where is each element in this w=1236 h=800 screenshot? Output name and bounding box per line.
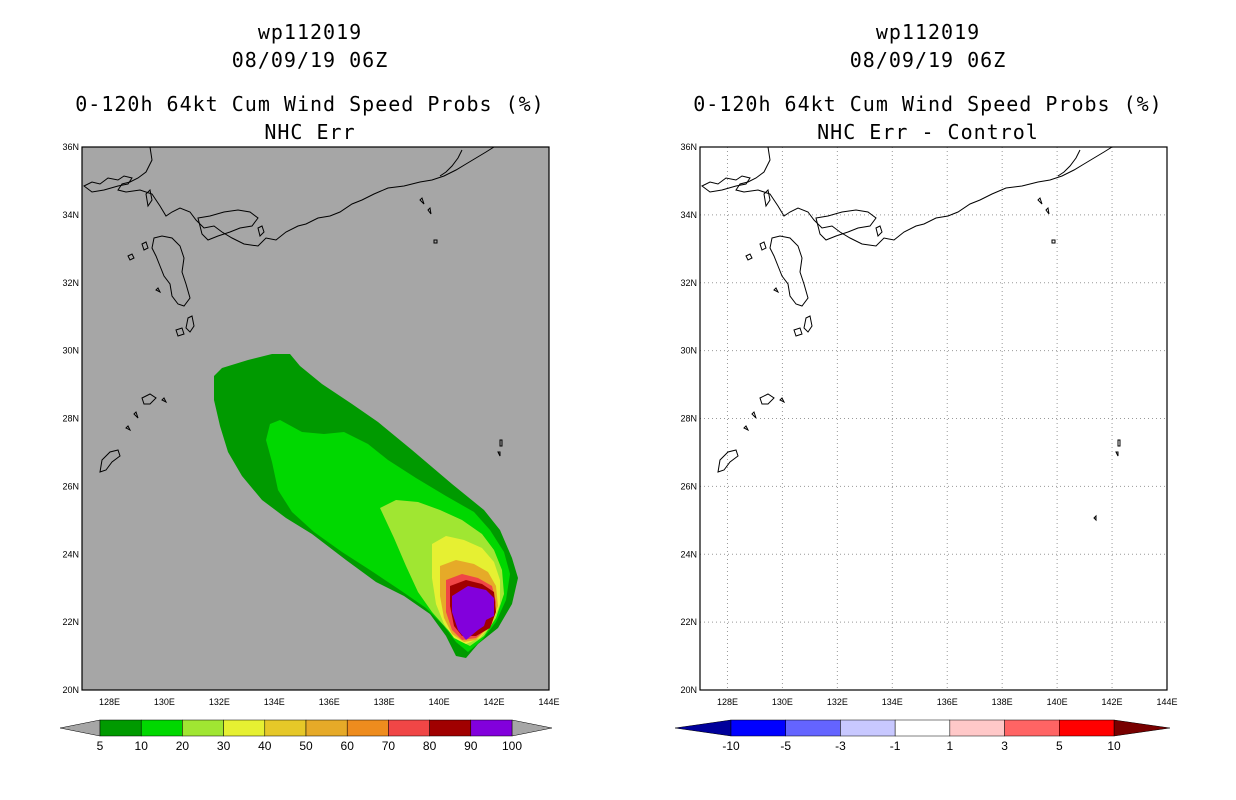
lon-label-142E: 142E bbox=[484, 697, 505, 707]
right-title-storm-id: wp112019 bbox=[875, 20, 981, 44]
colorbar-label: 90 bbox=[464, 739, 478, 753]
lat-label-24N: 24N bbox=[62, 549, 79, 559]
right-map-panel: 36N 34N 32N 30N 28N 26N 24N 22N 20N 128E 130E 132E 1… bbox=[680, 142, 1177, 707]
colorbar-swatch bbox=[429, 719, 472, 737]
colorbar-label: -5 bbox=[780, 739, 791, 753]
lon-label-132E: 132E bbox=[209, 697, 230, 707]
left-title-datetime: 08/09/19 06Z bbox=[231, 48, 389, 72]
colorbar-label: 70 bbox=[382, 739, 396, 753]
colorbar-label: -1 bbox=[890, 739, 901, 753]
colorbar-swatch bbox=[470, 719, 513, 737]
lat-label-32N: 32N bbox=[680, 278, 697, 288]
lon-label-132E: 132E bbox=[827, 697, 848, 707]
lat-label-34N: 34N bbox=[680, 210, 697, 220]
colorbar-label: 40 bbox=[258, 739, 272, 753]
colorbar-swatch bbox=[99, 719, 142, 737]
right-title-product: 0-120h 64kt Cum Wind Speed Probs (%) bbox=[693, 92, 1163, 116]
colorbar-swatch bbox=[182, 719, 224, 737]
lat-label-28N: 28N bbox=[62, 414, 79, 424]
lon-label-144E: 144E bbox=[538, 697, 559, 707]
colorbar-swatch bbox=[388, 719, 430, 737]
colorbar-label: 60 bbox=[341, 739, 355, 753]
lon-label-140E: 140E bbox=[429, 697, 450, 707]
lon-label-136E: 136E bbox=[937, 697, 958, 707]
right-gridlines bbox=[700, 147, 1167, 690]
lat-label-28N: 28N bbox=[680, 414, 697, 424]
lat-label-24N: 24N bbox=[680, 549, 697, 559]
colorbar-under-triangle bbox=[674, 719, 732, 737]
lat-label-20N: 20N bbox=[680, 685, 697, 695]
colorbar-swatch bbox=[949, 719, 1005, 737]
right-axis-labels: 36N 34N 32N 30N 28N 26N 24N 22N 20N 128E 130E 132E 1… bbox=[680, 142, 1177, 707]
lon-label-134E: 134E bbox=[264, 697, 285, 707]
lon-label-144E: 144E bbox=[1156, 697, 1177, 707]
colorbar-label: 100 bbox=[502, 739, 522, 753]
colorbar-swatch bbox=[1004, 719, 1060, 737]
probability-colorbar: 5 10 20 30 40 50 60 70 80 90 100 bbox=[59, 719, 553, 753]
lon-label-130E: 130E bbox=[772, 697, 793, 707]
left-map-panel: 36N 34N 32N 30N 28N 26N 24N 22N 20N 128E 130E 132E 1… bbox=[62, 142, 559, 707]
left-title-product: 0-120h 64kt Cum Wind Speed Probs (%) bbox=[75, 92, 545, 116]
lat-label-22N: 22N bbox=[62, 617, 79, 627]
left-map-frame bbox=[81, 146, 550, 691]
lat-label-36N: 36N bbox=[62, 142, 79, 152]
colorbar-label: -3 bbox=[835, 739, 846, 753]
colorbar-swatch bbox=[840, 719, 896, 737]
left-axis-labels: 36N 34N 32N 30N 28N 26N 24N 22N 20N 128E 130E 132E 1… bbox=[62, 142, 559, 707]
left-title-subtitle: NHC Err bbox=[264, 120, 356, 144]
colorbar-over-triangle bbox=[511, 719, 553, 737]
colorbar-label: 10 bbox=[1107, 739, 1121, 753]
colorbar-swatch bbox=[1059, 719, 1115, 737]
lat-label-26N: 26N bbox=[680, 481, 697, 491]
lon-label-142E: 142E bbox=[1102, 697, 1123, 707]
colorbar-label: 5 bbox=[1056, 739, 1063, 753]
left-title-storm-id: wp112019 bbox=[257, 20, 363, 44]
colorbar-over-triangle bbox=[1113, 719, 1171, 737]
lat-label-32N: 32N bbox=[62, 278, 79, 288]
prob-contour-fill bbox=[214, 354, 518, 658]
colorbar-swatch bbox=[785, 719, 841, 737]
right-map-frame bbox=[699, 146, 1168, 691]
colorbar-swatch bbox=[305, 719, 348, 737]
lon-label-128E: 128E bbox=[99, 697, 120, 707]
lon-label-140E: 140E bbox=[1047, 697, 1068, 707]
difference-colorbar: -10 -5 -3 -1 1 3 5 10 bbox=[674, 719, 1171, 753]
right-title-datetime: 08/09/19 06Z bbox=[849, 48, 1007, 72]
colorbar-swatch bbox=[264, 719, 307, 737]
colorbar-label: 5 bbox=[97, 739, 104, 753]
lat-label-30N: 30N bbox=[680, 346, 697, 356]
prob-contour-90 bbox=[452, 586, 494, 640]
colorbar-label: 80 bbox=[423, 739, 437, 753]
lon-label-130E: 130E bbox=[154, 697, 175, 707]
lon-label-136E: 136E bbox=[319, 697, 340, 707]
right-title-subtitle: NHC Err - Control bbox=[817, 120, 1039, 144]
colorbar-label: 20 bbox=[176, 739, 190, 753]
lon-label-138E: 138E bbox=[992, 697, 1013, 707]
colorbar-label: -10 bbox=[722, 739, 740, 753]
colorbar-label: 50 bbox=[299, 739, 313, 753]
colorbar-label: 30 bbox=[217, 739, 231, 753]
colorbar-label: 10 bbox=[135, 739, 149, 753]
colorbar-label: 3 bbox=[1001, 739, 1008, 753]
right-small-island bbox=[1093, 514, 1097, 522]
lat-label-30N: 30N bbox=[62, 346, 79, 356]
lat-label-26N: 26N bbox=[62, 481, 79, 491]
colorbar-swatch bbox=[730, 719, 786, 737]
lon-label-138E: 138E bbox=[374, 697, 395, 707]
lon-label-134E: 134E bbox=[882, 697, 903, 707]
lat-label-20N: 20N bbox=[62, 685, 79, 695]
colorbar-swatch bbox=[140, 719, 183, 737]
lat-label-36N: 36N bbox=[680, 142, 697, 152]
colorbar-label: 1 bbox=[947, 739, 954, 753]
colorbar-swatch bbox=[223, 719, 266, 737]
lat-label-22N: 22N bbox=[680, 617, 697, 627]
colorbar-swatch bbox=[894, 719, 951, 737]
colorbar-swatch bbox=[346, 719, 389, 737]
lon-label-128E: 128E bbox=[717, 697, 738, 707]
right-map-background bbox=[700, 147, 1167, 690]
lat-label-34N: 34N bbox=[62, 210, 79, 220]
colorbar-under-triangle bbox=[59, 719, 101, 737]
